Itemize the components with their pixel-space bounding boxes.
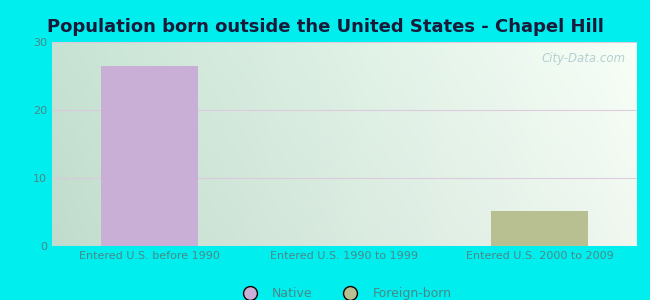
Legend: Native, Foreign-born: Native, Foreign-born (232, 282, 457, 300)
Bar (101, 66, 198, 246)
Text: City-Data.com: City-Data.com (541, 52, 625, 65)
Text: Population born outside the United States - Chapel Hill: Population born outside the United State… (47, 18, 603, 36)
Bar (491, 211, 588, 246)
